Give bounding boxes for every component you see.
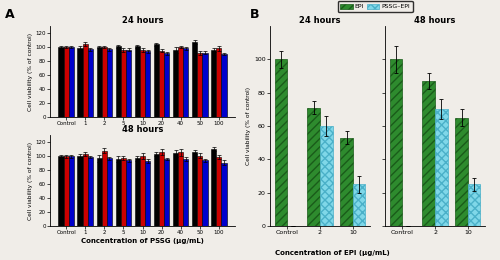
Bar bbox=[164, 53, 170, 117]
Bar bbox=[435, 109, 448, 226]
Bar bbox=[140, 156, 145, 226]
Title: 48 hours: 48 hours bbox=[414, 16, 456, 25]
Bar bbox=[340, 138, 353, 226]
Bar bbox=[102, 47, 107, 117]
Bar bbox=[68, 156, 74, 226]
Bar bbox=[456, 118, 468, 226]
Bar bbox=[202, 53, 207, 117]
Bar bbox=[159, 50, 164, 117]
Bar bbox=[211, 50, 216, 117]
Bar bbox=[320, 126, 332, 226]
Bar bbox=[222, 54, 226, 117]
Bar bbox=[164, 159, 170, 226]
Bar bbox=[102, 151, 107, 226]
Bar bbox=[78, 155, 82, 226]
Bar bbox=[192, 152, 197, 226]
Bar bbox=[216, 48, 222, 117]
Bar bbox=[159, 152, 164, 226]
Bar bbox=[308, 108, 320, 226]
Text: B: B bbox=[250, 8, 260, 21]
Bar bbox=[390, 59, 402, 226]
Bar bbox=[145, 51, 150, 117]
X-axis label: Concentration of PSSG (μg/mL): Concentration of PSSG (μg/mL) bbox=[81, 238, 204, 244]
Bar bbox=[422, 81, 435, 226]
Bar bbox=[173, 50, 178, 117]
Bar bbox=[116, 159, 121, 226]
Bar bbox=[216, 157, 222, 226]
Bar bbox=[274, 59, 287, 226]
Bar bbox=[468, 185, 480, 226]
Title: 24 hours: 24 hours bbox=[122, 16, 163, 25]
Bar bbox=[126, 50, 131, 117]
Bar bbox=[184, 159, 188, 226]
Bar bbox=[96, 158, 102, 226]
Bar bbox=[222, 162, 226, 226]
Text: Concentration of EPI (μg/mL): Concentration of EPI (μg/mL) bbox=[275, 250, 390, 256]
Bar bbox=[107, 158, 112, 226]
Bar bbox=[353, 185, 366, 226]
Text: A: A bbox=[5, 8, 15, 21]
Bar bbox=[154, 154, 159, 226]
Title: 48 hours: 48 hours bbox=[122, 125, 163, 134]
Bar bbox=[126, 160, 131, 226]
Bar bbox=[82, 154, 88, 226]
Bar bbox=[173, 153, 178, 226]
Bar bbox=[58, 156, 64, 226]
Legend: EPI, PSSG–EPI: EPI, PSSG–EPI bbox=[338, 1, 412, 12]
Title: 24 hours: 24 hours bbox=[299, 16, 341, 25]
Bar bbox=[58, 47, 64, 117]
Y-axis label: Cell viability (% of control): Cell viability (% of control) bbox=[28, 32, 32, 110]
Bar bbox=[107, 49, 112, 117]
Bar bbox=[116, 46, 121, 117]
Bar bbox=[178, 152, 184, 226]
Bar bbox=[197, 53, 202, 117]
Bar bbox=[64, 47, 68, 117]
Bar bbox=[88, 49, 93, 117]
Bar bbox=[78, 48, 82, 117]
Bar bbox=[202, 160, 207, 226]
Bar bbox=[154, 44, 159, 117]
Bar bbox=[140, 50, 145, 117]
Bar bbox=[178, 47, 184, 117]
Bar bbox=[68, 47, 74, 117]
Bar bbox=[192, 42, 197, 117]
Bar bbox=[211, 149, 216, 226]
Bar bbox=[121, 158, 126, 226]
Bar bbox=[82, 44, 88, 117]
Bar bbox=[121, 50, 126, 117]
Bar bbox=[145, 161, 150, 226]
Bar bbox=[184, 48, 188, 117]
Bar bbox=[64, 156, 68, 226]
Bar bbox=[197, 155, 202, 226]
Bar bbox=[135, 46, 140, 117]
Y-axis label: Cell viability (% of control): Cell viability (% of control) bbox=[28, 142, 32, 220]
Y-axis label: Cell viability (% of control): Cell viability (% of control) bbox=[246, 87, 252, 165]
Bar bbox=[96, 47, 102, 117]
Bar bbox=[135, 158, 140, 226]
Bar bbox=[88, 157, 93, 226]
